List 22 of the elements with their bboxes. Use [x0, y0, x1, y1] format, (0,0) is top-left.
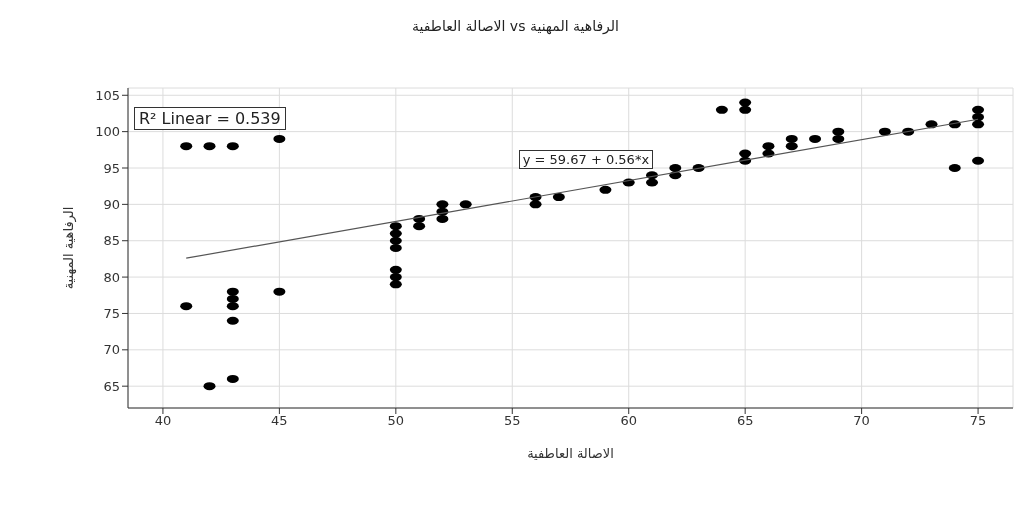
x-tick-label: 40: [154, 413, 172, 429]
y-tick-label: 95: [103, 160, 120, 176]
y-axis-title: الرفاهية المهنية: [60, 206, 77, 290]
x-tick-label: 75: [969, 413, 987, 429]
y-tick-label: 70: [103, 342, 120, 358]
annotation: y = 59.67 + 0.56*x: [522, 152, 650, 167]
y-tick-label: 80: [103, 269, 120, 285]
x-tick-label: 70: [853, 413, 870, 429]
x-tick-label: 60: [620, 413, 637, 429]
y-tick-label: 75: [103, 306, 120, 322]
annotation: R² Linear = 0.539: [139, 109, 281, 129]
y-tick-label: 65: [103, 378, 120, 394]
y-tick-label: 90: [103, 196, 120, 212]
chart-title: الاصالة العاطفية vs الرفاهية المهنية: [411, 18, 620, 34]
x-tick-label: 55: [504, 413, 521, 429]
x-tick-label: 45: [271, 413, 288, 429]
x-tick-label: 50: [387, 413, 405, 429]
x-axis-title: الاصالة العاطفية: [527, 446, 614, 461]
y-tick-label: 105: [95, 87, 120, 103]
y-tick-label: 85: [103, 233, 120, 249]
x-tick-label: 65: [736, 413, 754, 429]
y-tick-label: 100: [95, 124, 120, 140]
